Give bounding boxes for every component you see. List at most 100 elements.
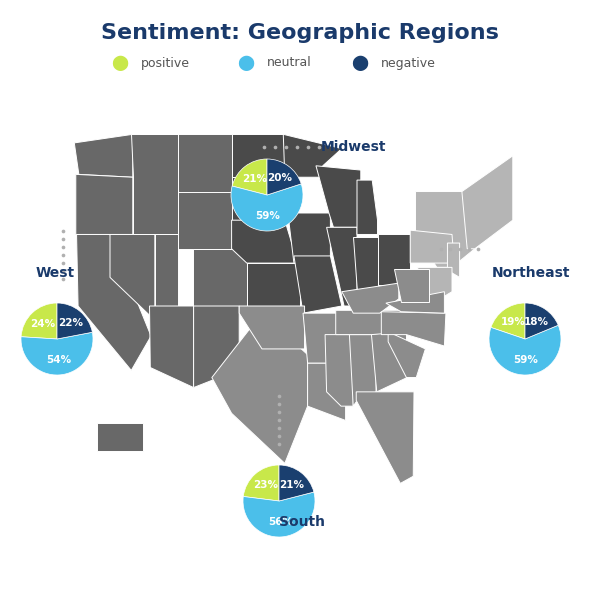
Point (58, 250, 68, 260)
Polygon shape (288, 213, 331, 263)
Polygon shape (212, 313, 308, 463)
Polygon shape (283, 134, 342, 177)
Polygon shape (388, 332, 425, 377)
Wedge shape (279, 465, 314, 501)
Wedge shape (525, 303, 558, 339)
Polygon shape (74, 134, 133, 177)
Polygon shape (140, 134, 232, 199)
Point (259, 142, 269, 152)
Polygon shape (294, 256, 342, 313)
Polygon shape (394, 269, 429, 302)
Text: neutral: neutral (267, 56, 312, 70)
Text: 54%: 54% (46, 355, 71, 365)
Text: 22%: 22% (58, 318, 83, 328)
Polygon shape (77, 235, 151, 370)
Polygon shape (349, 335, 376, 406)
Point (58, 234, 68, 244)
Point (274, 439, 284, 449)
Point (58, 226, 68, 236)
Polygon shape (193, 249, 247, 306)
Polygon shape (149, 306, 194, 388)
Wedge shape (231, 184, 303, 231)
Text: Northeast: Northeast (492, 266, 571, 280)
Point (274, 399, 284, 409)
Polygon shape (377, 235, 410, 284)
Point (274, 415, 284, 425)
Polygon shape (316, 166, 361, 227)
Polygon shape (247, 263, 300, 306)
Text: 56%: 56% (268, 517, 293, 527)
Polygon shape (194, 306, 239, 388)
Point (464, 244, 474, 254)
Polygon shape (239, 306, 305, 349)
Point (445, 244, 455, 254)
Polygon shape (325, 335, 353, 406)
Polygon shape (462, 156, 513, 249)
Text: Sentiment: Geographic Regions: Sentiment: Geographic Regions (101, 23, 499, 43)
Text: 21%: 21% (279, 479, 304, 490)
Point (436, 244, 446, 254)
Point (292, 142, 302, 152)
Point (58, 242, 68, 252)
Point (274, 431, 284, 441)
Polygon shape (97, 423, 143, 451)
Point (281, 142, 291, 152)
Wedge shape (243, 492, 315, 537)
Polygon shape (382, 312, 446, 346)
Point (274, 391, 284, 401)
Polygon shape (178, 191, 232, 249)
Polygon shape (232, 220, 298, 263)
Polygon shape (342, 283, 399, 313)
Wedge shape (491, 303, 525, 339)
Polygon shape (336, 310, 401, 335)
Point (58, 258, 68, 268)
Wedge shape (267, 159, 301, 195)
Text: 18%: 18% (524, 317, 549, 326)
Text: Midwest: Midwest (321, 140, 386, 154)
Point (473, 244, 483, 254)
Polygon shape (232, 177, 285, 220)
Point (58, 274, 68, 284)
Polygon shape (76, 175, 133, 235)
Polygon shape (386, 292, 445, 313)
Point (314, 142, 324, 152)
Polygon shape (326, 227, 357, 306)
Text: 59%: 59% (513, 355, 538, 365)
Text: positive: positive (141, 56, 190, 70)
Polygon shape (356, 392, 414, 484)
Point (304, 142, 313, 152)
Wedge shape (21, 332, 93, 375)
Polygon shape (303, 313, 340, 363)
Point (58, 266, 68, 276)
Text: South: South (279, 515, 325, 529)
Text: 20%: 20% (267, 173, 292, 183)
Point (455, 244, 464, 254)
Text: 21%: 21% (242, 173, 267, 184)
Point (274, 423, 284, 433)
Wedge shape (489, 325, 561, 375)
Text: West: West (36, 266, 75, 280)
Text: 19%: 19% (500, 317, 525, 327)
Text: negative: negative (381, 56, 436, 70)
Polygon shape (308, 363, 346, 421)
Wedge shape (232, 159, 267, 195)
Point (270, 142, 280, 152)
Polygon shape (110, 235, 155, 320)
Point (274, 407, 284, 417)
Polygon shape (418, 268, 452, 303)
Text: ⬤: ⬤ (238, 55, 254, 71)
Wedge shape (21, 303, 57, 339)
Text: 59%: 59% (255, 211, 280, 221)
Text: 24%: 24% (30, 319, 55, 329)
Wedge shape (57, 303, 92, 339)
Wedge shape (243, 465, 279, 501)
Polygon shape (353, 238, 377, 292)
Polygon shape (410, 230, 454, 263)
Polygon shape (416, 191, 475, 268)
Polygon shape (155, 235, 178, 306)
Polygon shape (232, 134, 285, 177)
Polygon shape (131, 134, 178, 235)
Text: ⬤: ⬤ (352, 55, 368, 71)
Text: ⬤: ⬤ (112, 55, 128, 71)
Polygon shape (371, 332, 407, 392)
